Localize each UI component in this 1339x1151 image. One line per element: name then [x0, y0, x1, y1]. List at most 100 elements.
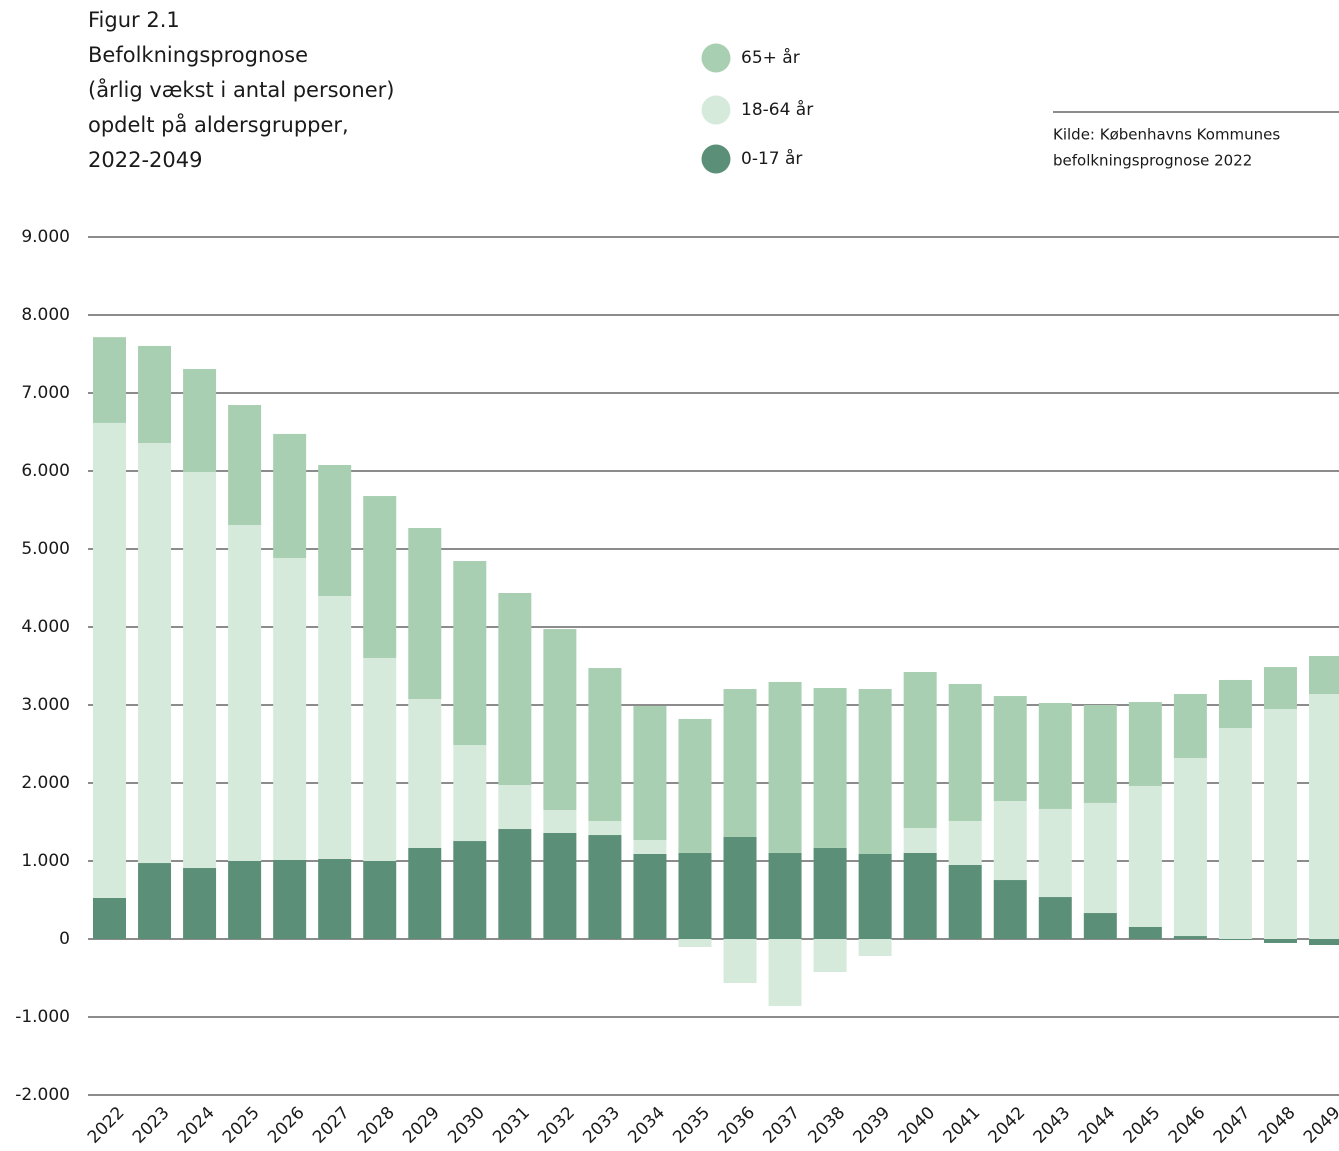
bar [678, 718, 712, 853]
bar [363, 861, 397, 939]
bar [678, 852, 712, 939]
x-tick-label: 2036 [714, 1103, 759, 1148]
x-tick-label: 2026 [264, 1103, 309, 1148]
x-tick-label: 2027 [309, 1103, 354, 1148]
bar [1038, 808, 1072, 898]
bar [1173, 936, 1207, 939]
chart-title: 2022-2049 [88, 148, 202, 172]
y-tick-label: 2.000 [21, 773, 70, 793]
bar [543, 832, 577, 939]
bar [228, 524, 262, 861]
bar [948, 864, 982, 939]
bar [1309, 939, 1339, 946]
bar [1263, 708, 1297, 939]
bar [1263, 667, 1297, 709]
x-tick-label: 2037 [759, 1103, 804, 1148]
bar [273, 859, 307, 939]
bar [1218, 939, 1252, 941]
x-tick-label: 2040 [895, 1103, 940, 1148]
x-tick-label: 2025 [219, 1103, 264, 1148]
y-tick-label: 0 [59, 929, 70, 949]
bar [1173, 757, 1207, 937]
bar [408, 847, 442, 939]
bar [903, 828, 937, 853]
bar [273, 557, 307, 860]
y-tick-label: 9.000 [21, 227, 70, 247]
x-tick-label: 2038 [804, 1103, 849, 1148]
bar [93, 897, 126, 939]
bar [768, 681, 802, 853]
bar [588, 668, 622, 821]
y-tick-label: 1.000 [21, 851, 70, 871]
legend-swatch [701, 144, 731, 174]
bar [723, 689, 757, 837]
x-tick-label: 2023 [129, 1103, 174, 1148]
source: Kilde: Københavns Kommunes [1053, 126, 1280, 144]
bar [453, 561, 487, 746]
bar [993, 880, 1027, 939]
bar [903, 852, 937, 939]
y-tick-label: -1.000 [15, 1007, 70, 1027]
bar [318, 858, 352, 939]
bar [183, 868, 217, 939]
x-tick-label: 2048 [1255, 1103, 1300, 1148]
bar [633, 853, 667, 939]
x-tick-label: 2047 [1210, 1103, 1255, 1148]
y-tick-label: 3.000 [21, 695, 70, 715]
bar [228, 405, 262, 525]
x-tick-label: 2044 [1075, 1103, 1120, 1148]
bar [183, 368, 217, 473]
bar [1128, 926, 1162, 939]
x-tick-label: 2042 [985, 1103, 1030, 1148]
chart-title: Figur 2.1 [88, 8, 180, 32]
bar [318, 596, 352, 859]
x-tick-label: 2035 [669, 1103, 714, 1148]
legend-label: 65+ år [741, 47, 800, 68]
x-tick-label: 2034 [624, 1103, 669, 1148]
bar [1263, 939, 1297, 943]
legend-label: 18-64 år [741, 99, 813, 120]
bar [858, 853, 892, 939]
bar [813, 847, 847, 939]
bar [273, 433, 307, 558]
bar [723, 836, 757, 939]
y-tick-label: 4.000 [21, 617, 70, 637]
bar [858, 939, 892, 957]
bar [633, 706, 667, 841]
bar [768, 939, 802, 1007]
bar [1083, 802, 1117, 914]
bar [543, 809, 577, 833]
bar [858, 689, 892, 854]
bar [723, 939, 757, 983]
legend-swatch [701, 95, 731, 125]
bar [138, 863, 172, 939]
bar [633, 840, 667, 854]
bar [1309, 694, 1339, 939]
bar [453, 745, 487, 842]
x-tick-label: 2049 [1300, 1103, 1339, 1148]
y-tick-label: 5.000 [21, 539, 70, 559]
x-tick-label: 2033 [579, 1103, 624, 1148]
bar [588, 835, 622, 939]
chart-title: opdelt på aldersgrupper, [88, 112, 349, 137]
x-tick-label: 2046 [1165, 1103, 1210, 1148]
bar [1128, 785, 1162, 927]
bar [93, 337, 126, 423]
chart-title: Befolkningsprognose [88, 43, 308, 67]
x-tick-label: 2024 [174, 1103, 219, 1148]
bar [138, 345, 172, 443]
x-tick-label: 2043 [1030, 1103, 1075, 1148]
bar [948, 684, 982, 821]
bar [768, 852, 802, 939]
x-tick-label: 2032 [534, 1103, 579, 1148]
x-tick-label: 2028 [354, 1103, 399, 1148]
bar [1083, 705, 1117, 803]
x-tick-label: 2030 [444, 1103, 489, 1148]
x-tick-label: 2022 [84, 1103, 129, 1148]
bar [1218, 679, 1252, 729]
y-tick-label: 6.000 [21, 461, 70, 481]
y-tick-label: 8.000 [21, 305, 70, 325]
bar [183, 472, 217, 869]
bar [543, 629, 577, 810]
bar [678, 939, 712, 948]
